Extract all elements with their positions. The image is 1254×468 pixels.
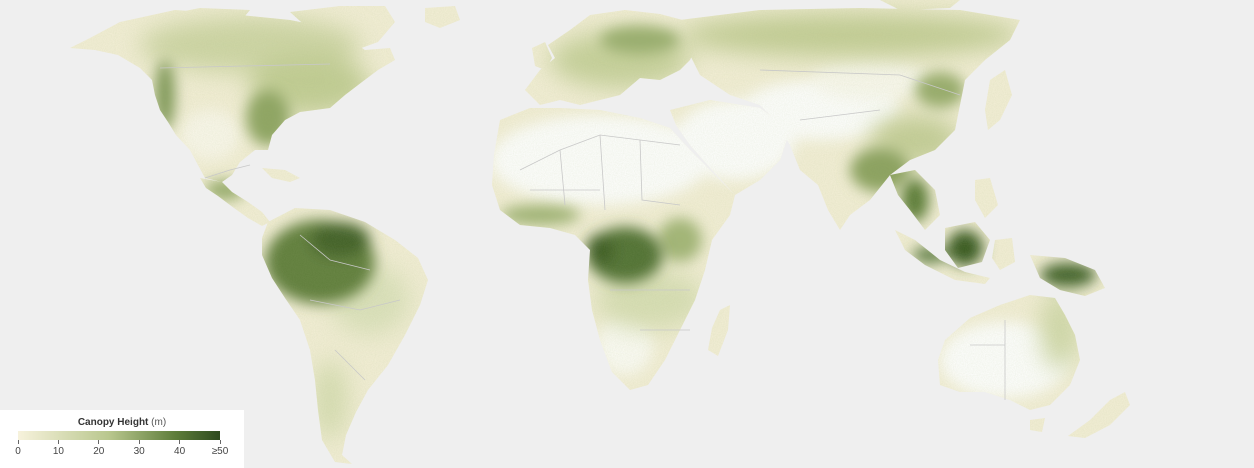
legend-tick-label: 0 [15, 446, 21, 457]
legend-title: Canopy Height (m) [0, 417, 244, 428]
legend-title-text: Canopy Height [77, 417, 149, 428]
legend-unit: (m) [151, 417, 167, 428]
legend-tick-mark [179, 440, 181, 444]
legend-tick-mark [138, 440, 140, 444]
legend-color-bar [18, 431, 220, 440]
legend-tick-label: 20 [93, 446, 105, 457]
legend-tick-label: 40 [174, 446, 186, 457]
country-borders [159, 63, 1006, 400]
legend-tick-label: 10 [52, 446, 64, 457]
legend-tick-mark [17, 440, 19, 444]
legend-tick-mark [98, 440, 100, 444]
legend-tick-mark [219, 440, 221, 444]
legend-tick-label: ≥50 [211, 446, 229, 457]
legend-tick-mark [57, 440, 59, 444]
legend-tick-label: 30 [133, 446, 145, 457]
legend: Canopy Height (m) 0 10 20 30 40 ≥50 [0, 410, 244, 468]
